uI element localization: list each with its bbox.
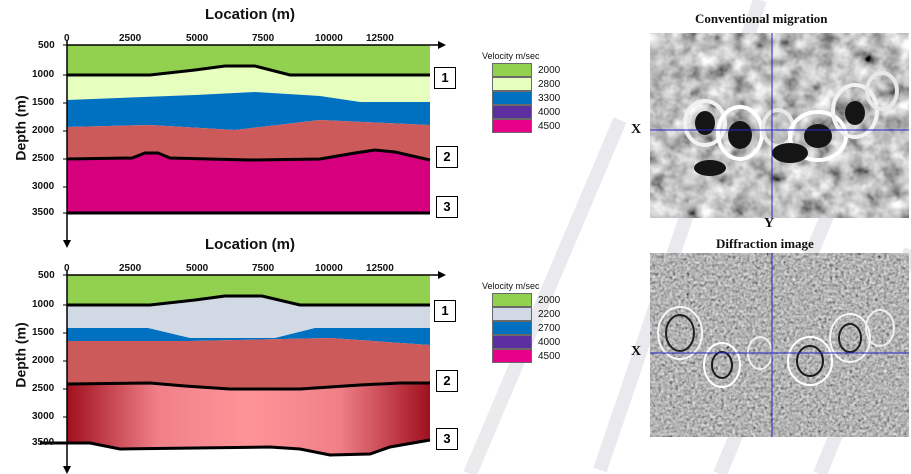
top-layer4 [67, 150, 430, 213]
top-legend-swatch-3 [492, 105, 532, 119]
conventional-migration-title: Conventional migration [695, 11, 828, 26]
bottom-legend-swatch-3 [492, 335, 532, 349]
bottom-y-tick-3000: 3000 [32, 411, 55, 422]
top-legend-label-0: 2000 [538, 64, 561, 76]
bottom-horizon2 [66, 381, 430, 391]
top-layer-label-1: 1 [434, 67, 456, 89]
top-horizon2 [66, 148, 431, 162]
top-horizon1 [67, 64, 430, 77]
bottom-horizon1 [67, 294, 430, 307]
bottom-legend-swatch-0 [492, 293, 532, 307]
top-y-tick-2500: 2500 [32, 153, 55, 164]
bottom-legend-label-0: 2000 [538, 294, 561, 306]
bottom-legend-label-3: 4000 [538, 336, 561, 348]
top-layer-label-2: 2 [436, 146, 458, 168]
bottom-y-tick-2500: 2500 [32, 383, 55, 394]
bottom-y-tick-2000: 2000 [32, 355, 55, 366]
bottom-x-axis-title: Location (m) [205, 236, 295, 253]
top-legend-label-2: 3300 [538, 92, 561, 104]
bottom-y-tick-3500: 3500 [32, 437, 55, 448]
bottom-layer3 [67, 338, 430, 389]
bottom-y-tick-1500: 1500 [32, 327, 55, 338]
top-blue-layer [67, 92, 430, 130]
top-x-axis-title: Location (m) [205, 6, 295, 23]
top-legend-label-4: 4500 [538, 120, 561, 132]
bottom-legend-swatch-1 [492, 307, 532, 321]
top-legend-swatch-0 [492, 63, 532, 77]
top-y-tick-1500: 1500 [32, 97, 55, 108]
diffraction-image [650, 253, 909, 437]
bottom-x-tick-5000: 5000 [186, 263, 209, 274]
bottom-legend-title: Velocity m/sec [482, 281, 540, 291]
top-layer1 [67, 45, 430, 75]
top-y-tick-1000: 1000 [32, 69, 55, 80]
top-legend-title: Velocity m/sec [482, 51, 540, 61]
bottom-legend-swatch-2 [492, 321, 532, 335]
bottom-legend-label-4: 4500 [538, 350, 561, 362]
bottom-legend-label-1: 2200 [538, 308, 561, 320]
top-legend-label-1: 2800 [538, 78, 561, 90]
top-y-tick-500: 500 [38, 40, 55, 51]
conventional-migration-image [650, 33, 909, 218]
conventional-y-label: Y [764, 216, 775, 231]
top-y-tick-3000: 3000 [32, 181, 55, 192]
top-y-tick-2000: 2000 [32, 125, 55, 136]
top-x-tick-5000: 5000 [186, 33, 209, 44]
bottom-x-tick-7500: 7500 [252, 263, 275, 274]
top-legend-swatch-4 [492, 119, 532, 133]
bottom-horizon3 [40, 438, 431, 457]
top-x-tick-7500: 7500 [252, 33, 275, 44]
top-legend-swatch-1 [492, 77, 532, 91]
bottom-x-tick-0: 0 [64, 263, 70, 274]
top-x-tick-2500: 2500 [119, 33, 142, 44]
bottom-layer-label-2: 2 [436, 370, 458, 392]
bottom-legend-swatch-4 [492, 349, 532, 363]
bottom-y-tick-1000: 1000 [32, 299, 55, 310]
top-legend-swatch-2 [492, 91, 532, 105]
top-layer3 [67, 120, 430, 160]
bottom-layer-label-1: 1 [434, 300, 456, 322]
bottom-x-tick-10000: 10000 [315, 263, 343, 274]
bottom-legend: Velocity m/sec 2000 2200 2700 4000 4500 [482, 281, 560, 363]
bottom-legend-label-2: 2700 [538, 322, 561, 334]
bottom-x-tick-12500: 12500 [366, 263, 394, 274]
diffraction-x-label: X [631, 344, 642, 359]
diffraction-image-title: Diffraction image [716, 236, 814, 251]
bottom-x-tick-2500: 2500 [119, 263, 142, 274]
bottom-layer4 [67, 383, 430, 455]
top-x-tick-0: 0 [64, 33, 70, 44]
bottom-y-tick-500: 500 [38, 270, 55, 281]
top-legend: Velocity m/sec 2000 2800 3300 4000 4500 [482, 51, 560, 133]
top-y-tick-3500: 3500 [32, 207, 55, 218]
top-legend-label-3: 4000 [538, 106, 561, 118]
top-x-tick-12500: 12500 [366, 33, 394, 44]
bottom-layer1 [67, 275, 430, 305]
bottom-blue-layer [67, 328, 430, 345]
top-x-tick-10000: 10000 [315, 33, 343, 44]
bottom-layer-label-3: 3 [436, 428, 458, 450]
top-layer-label-3: 3 [436, 196, 458, 218]
conventional-x-label: X [631, 122, 642, 137]
